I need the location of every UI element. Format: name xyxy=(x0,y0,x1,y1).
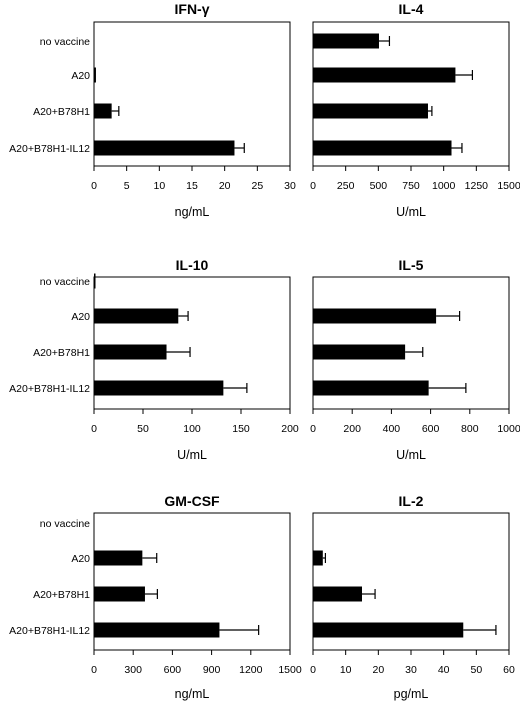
x-tick-label: 20 xyxy=(219,180,231,192)
bar xyxy=(94,67,96,83)
bar xyxy=(94,140,235,156)
x-tick-label: 400 xyxy=(383,423,401,435)
bar xyxy=(313,550,323,566)
bar xyxy=(94,273,96,289)
bar xyxy=(94,308,179,324)
x-tick-label: 300 xyxy=(124,664,142,676)
chart-title: GM-CSF xyxy=(164,493,220,509)
chart-panel-5: IL-2 0 10 20 30 40 50 60 pg/mL xyxy=(310,493,515,701)
x-tick-label: 900 xyxy=(203,664,221,676)
x-axis-label: U/mL xyxy=(177,448,207,462)
category-label: A20 xyxy=(71,70,90,82)
x-tick-label: 0 xyxy=(310,423,316,435)
chart-panel-3: IL-5 0 200 400 600 800 1000 U/mL xyxy=(310,257,520,462)
category-label: A20+B78H1-IL12 xyxy=(9,625,90,637)
chart-panel-0: IFN-γ 0 5 10 15 20 25 30 ng/mL no vaccine A20 A20+B… xyxy=(9,1,296,219)
bar xyxy=(94,550,143,566)
x-tick-label: 10 xyxy=(340,664,352,676)
bar xyxy=(94,103,112,119)
x-tick-label: 0 xyxy=(310,180,316,192)
x-tick-label: 600 xyxy=(422,423,440,435)
bar xyxy=(313,140,452,156)
bar xyxy=(94,622,220,638)
bar xyxy=(313,586,362,602)
x-tick-label: 200 xyxy=(281,423,299,435)
x-tick-label: 30 xyxy=(284,180,296,192)
x-axis-label: pg/mL xyxy=(394,687,429,701)
category-label: A20+B78H1-IL12 xyxy=(9,143,90,155)
x-tick-label: 1200 xyxy=(239,664,263,676)
x-tick-label: 5 xyxy=(124,180,130,192)
x-tick-label: 800 xyxy=(461,423,479,435)
x-tick-label: 50 xyxy=(470,664,482,676)
category-label: A20+B78H1-IL12 xyxy=(9,383,90,395)
bar xyxy=(313,622,464,638)
x-tick-label: 500 xyxy=(370,180,388,192)
x-tick-label: 200 xyxy=(343,423,361,435)
plot-area-frame xyxy=(93,512,291,651)
category-label: A20+B78H1 xyxy=(33,347,90,359)
category-label: A20+B78H1 xyxy=(33,589,90,601)
chart-panel-4: GM-CSF 0 300 600 900 1200 1500 ng/mL no vaccine A… xyxy=(9,493,302,701)
x-tick-label: 750 xyxy=(402,180,420,192)
x-tick-label: 20 xyxy=(372,664,384,676)
x-axis-label: ng/mL xyxy=(175,205,210,219)
x-tick-label: 1500 xyxy=(497,180,520,192)
chart-title: IFN-γ xyxy=(175,1,210,17)
x-tick-label: 25 xyxy=(251,180,263,192)
x-tick-label: 10 xyxy=(153,180,165,192)
category-label: no vaccine xyxy=(40,518,90,530)
bar xyxy=(94,380,224,396)
bar xyxy=(313,33,379,49)
chart-panel-1: IL-4 0 250 500 750 1000 1250 1500 U/mL xyxy=(310,1,520,219)
category-label: A20 xyxy=(71,553,90,565)
x-tick-label: 50 xyxy=(137,423,149,435)
category-label: A20 xyxy=(71,311,90,323)
bar xyxy=(94,344,167,360)
x-tick-label: 0 xyxy=(310,664,316,676)
x-axis-label: U/mL xyxy=(396,205,426,219)
x-tick-label: 1000 xyxy=(497,423,520,435)
x-tick-label: 30 xyxy=(405,664,417,676)
x-tick-label: 1500 xyxy=(278,664,302,676)
chart-title: IL-10 xyxy=(176,257,209,273)
x-tick-label: 1250 xyxy=(465,180,489,192)
x-tick-label: 0 xyxy=(91,423,97,435)
chart-title: IL-2 xyxy=(399,493,424,509)
plot-area-frame xyxy=(312,276,510,410)
chart-title: IL-4 xyxy=(399,1,424,17)
x-tick-label: 0 xyxy=(91,180,97,192)
bar xyxy=(94,586,145,602)
bar xyxy=(313,308,437,324)
bar xyxy=(313,103,428,119)
bar xyxy=(313,67,456,83)
category-label: no vaccine xyxy=(40,276,90,288)
category-label: A20+B78H1 xyxy=(33,106,90,118)
chart-title: IL-5 xyxy=(399,257,424,273)
x-tick-label: 600 xyxy=(164,664,182,676)
x-tick-label: 250 xyxy=(337,180,355,192)
x-tick-label: 1000 xyxy=(432,180,456,192)
x-tick-label: 15 xyxy=(186,180,198,192)
x-tick-label: 0 xyxy=(91,664,97,676)
x-tick-label: 40 xyxy=(438,664,450,676)
x-axis-label: U/mL xyxy=(396,448,426,462)
chart-panel-2: IL-10 0 50 100 150 200 U/mL no vaccine A20 A20+B7… xyxy=(9,257,299,462)
bar xyxy=(313,344,406,360)
x-tick-label: 100 xyxy=(183,423,201,435)
x-axis-label: ng/mL xyxy=(175,687,210,701)
x-tick-label: 60 xyxy=(503,664,515,676)
bar xyxy=(313,380,429,396)
category-label: no vaccine xyxy=(40,36,90,48)
x-tick-label: 150 xyxy=(232,423,250,435)
